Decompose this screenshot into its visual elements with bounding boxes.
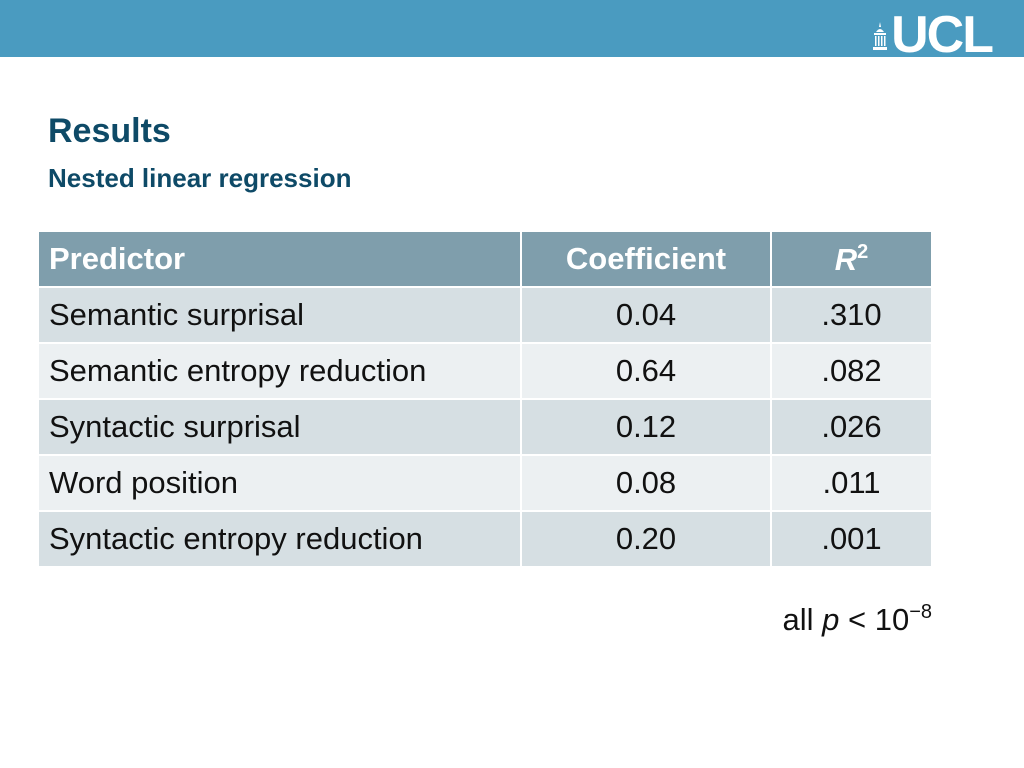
footnote-variable: p	[822, 602, 840, 637]
logo-text: UCL	[891, 6, 994, 64]
table-row: Syntactic surprisal 0.12 .026	[37, 398, 933, 456]
slide-subtitle: Nested linear regression	[48, 163, 352, 193]
portico-icon	[873, 22, 888, 50]
coefficient-cell: 0.64	[520, 342, 772, 400]
coefficient-cell: 0.08	[520, 454, 772, 512]
predictor-cell: Semantic surprisal	[37, 286, 522, 344]
footnote-exponent: −8	[909, 601, 932, 623]
table-row: Syntactic entropy reduction 0.20 .001	[37, 510, 933, 568]
predictor-cell: Syntactic surprisal	[37, 398, 522, 456]
header-bar: UCL	[0, 0, 1024, 64]
coefficient-cell: 0.20	[520, 510, 772, 568]
footnote-relation: < 10	[839, 602, 910, 637]
footnote-prefix: all	[782, 602, 823, 637]
slide-title: Results	[48, 112, 171, 150]
significance-footnote: all p < 10−8	[782, 601, 932, 638]
predictor-cell: Syntactic entropy reduction	[37, 510, 522, 568]
r2-cell: .082	[770, 342, 933, 400]
r2-cell: .011	[770, 454, 933, 512]
r2-cell: .026	[770, 398, 933, 456]
r2-cell: .310	[770, 286, 933, 344]
header-coefficient: Coefficient	[520, 230, 772, 288]
table-header-row: Predictor Coefficient R2	[37, 230, 933, 288]
coefficient-cell: 0.04	[520, 286, 772, 344]
r2-exponent: 2	[857, 240, 869, 263]
header-r-squared: R2	[770, 230, 933, 288]
predictor-cell: Word position	[37, 454, 522, 512]
results-table: Predictor Coefficient R2 Semantic surpri…	[37, 230, 933, 568]
ucl-logo: UCL	[873, 6, 994, 64]
r2-cell: .001	[770, 510, 933, 568]
table-row: Semantic surprisal 0.04 .310	[37, 286, 933, 344]
coefficient-cell: 0.12	[520, 398, 772, 456]
r2-symbol: R	[834, 241, 858, 277]
table-row: Semantic entropy reduction 0.64 .082	[37, 342, 933, 400]
predictor-cell: Semantic entropy reduction	[37, 342, 522, 400]
header-predictor: Predictor	[37, 230, 522, 288]
table-row: Word position 0.08 .011	[37, 454, 933, 512]
